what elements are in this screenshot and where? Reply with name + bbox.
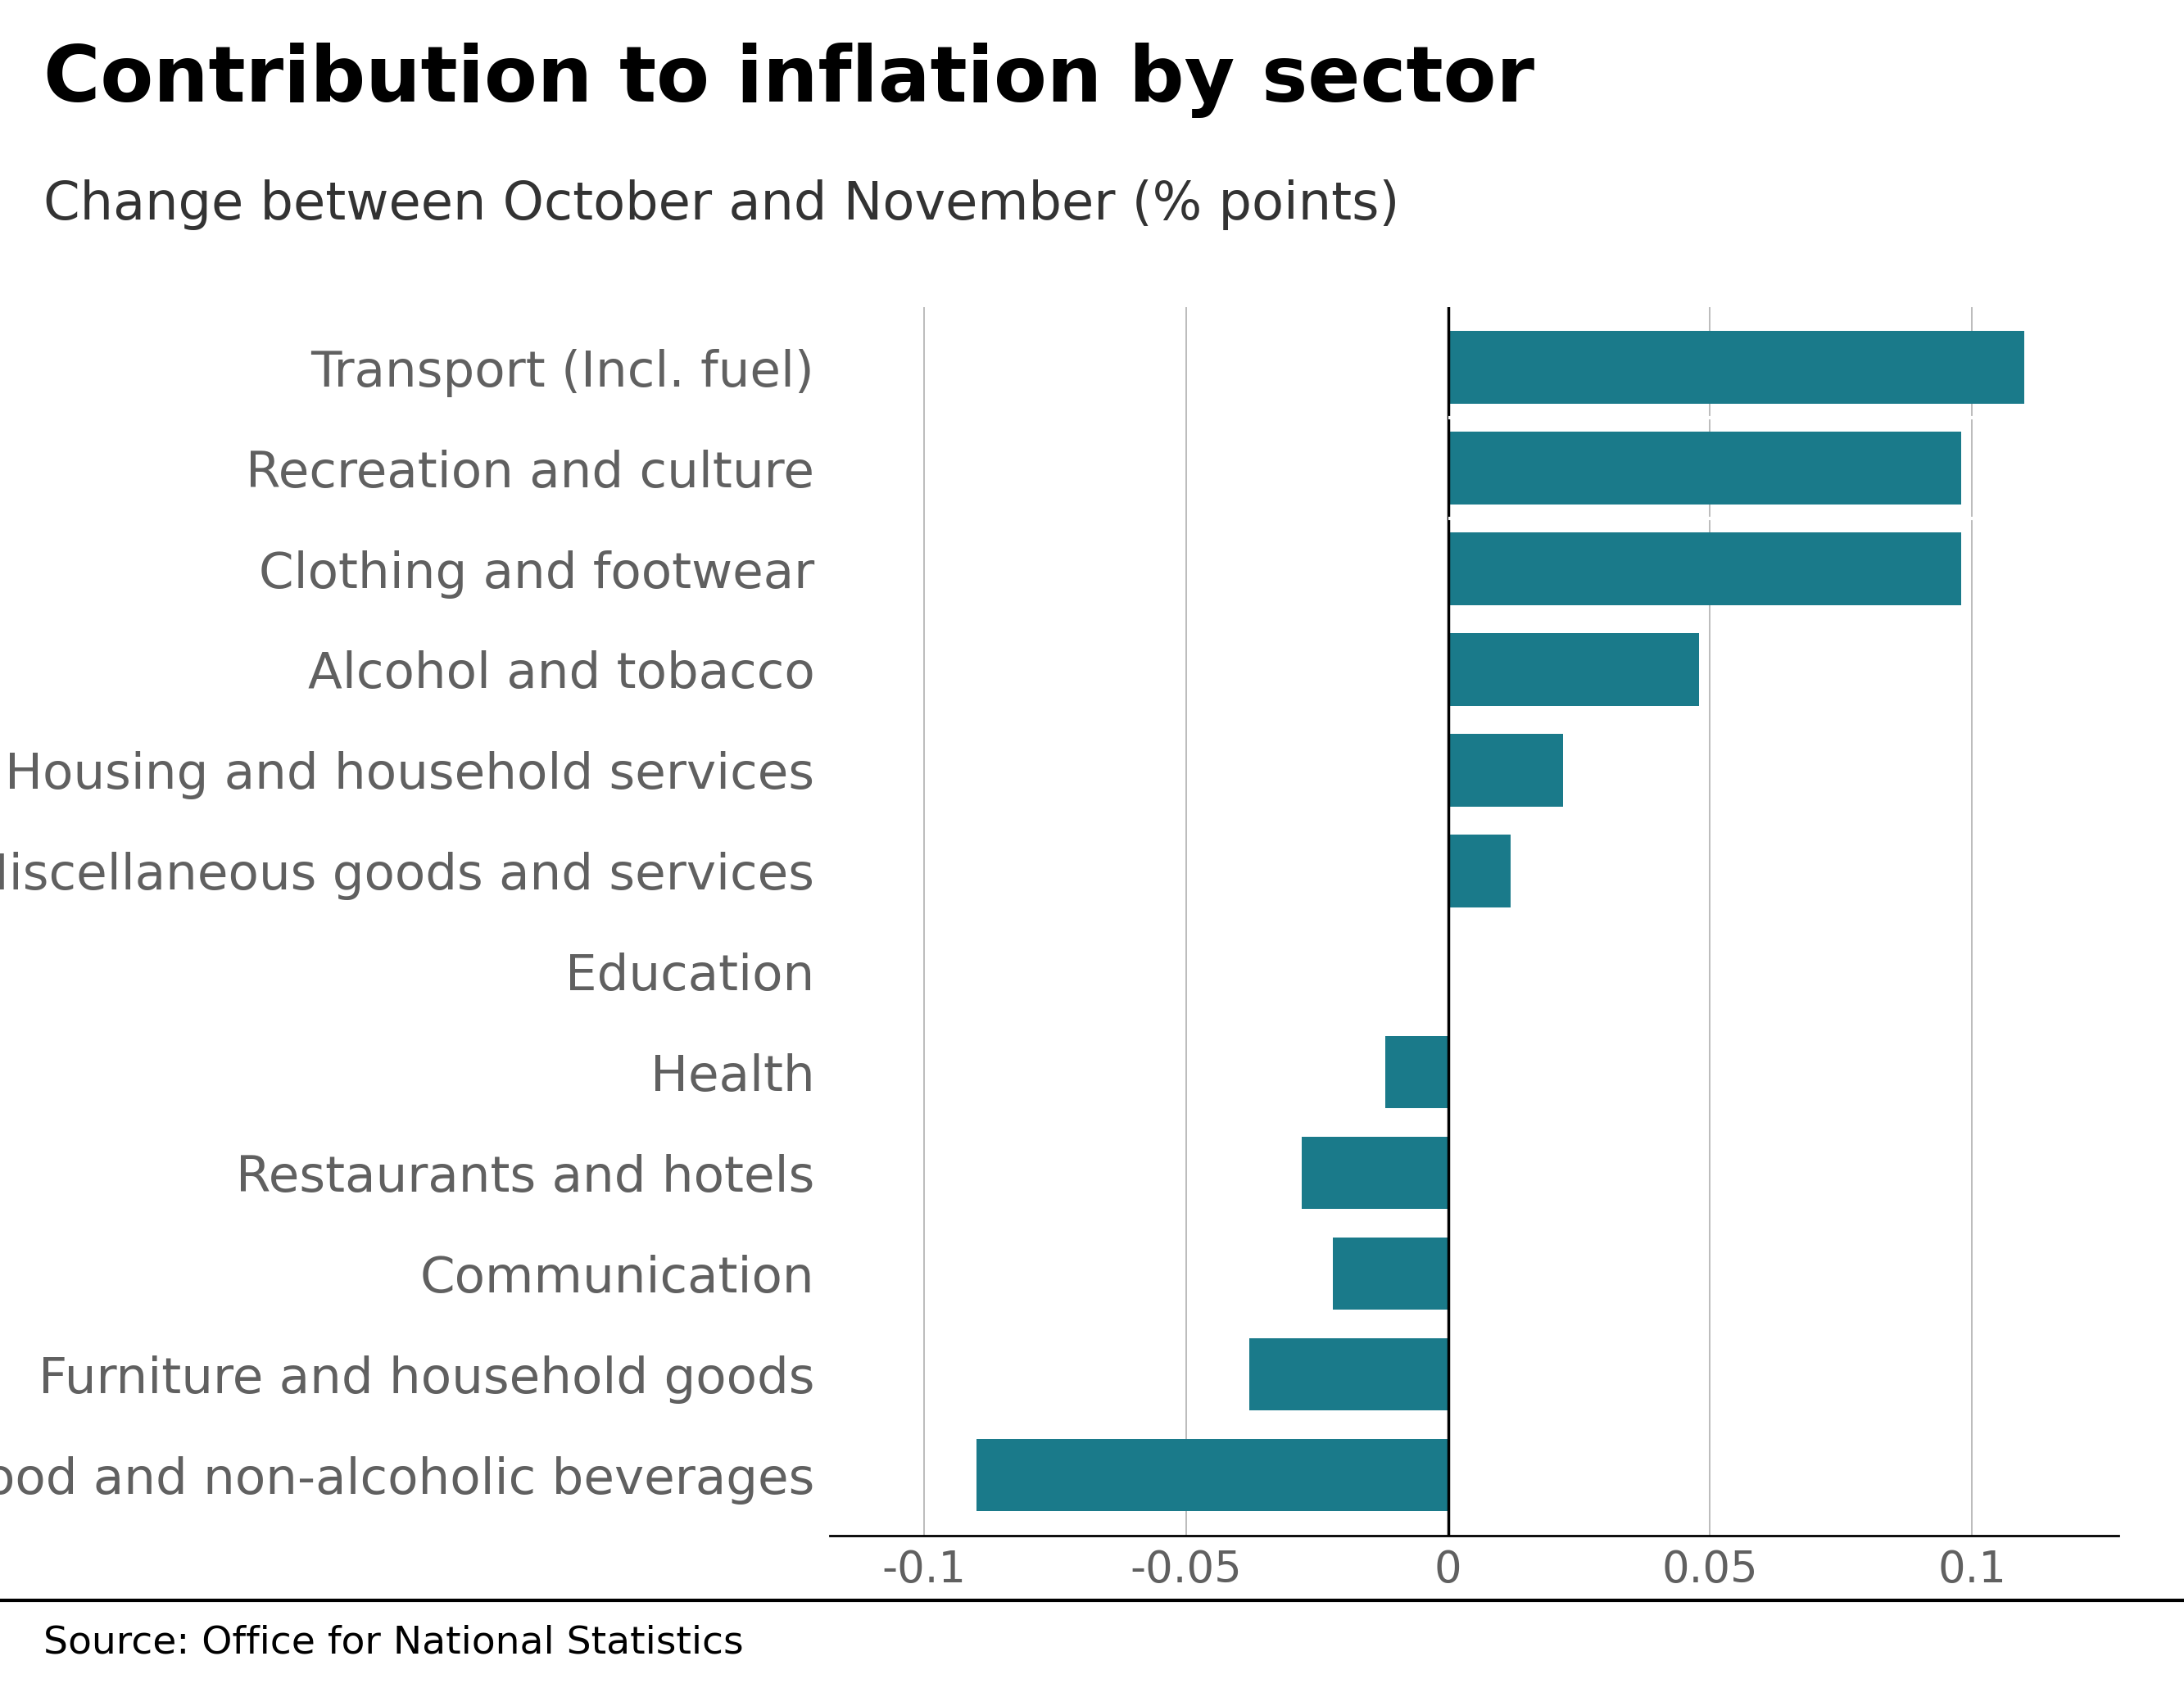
- Bar: [976, 1438, 1448, 1512]
- Text: Contribution to inflation by sector: Contribution to inflation by sector: [44, 43, 1535, 118]
- Text: BBC: BBC: [1952, 1624, 2066, 1672]
- Bar: [1249, 1338, 1448, 1411]
- Text: Change between October and November (% points): Change between October and November (% p…: [44, 179, 1400, 230]
- Bar: [1448, 633, 1699, 706]
- Bar: [1302, 1136, 1448, 1210]
- Bar: [1332, 1237, 1448, 1310]
- Bar: [1448, 331, 2025, 404]
- Bar: [1448, 834, 1511, 908]
- Bar: [1448, 734, 1564, 807]
- Bar: [1385, 1036, 1448, 1109]
- Bar: [1448, 432, 1961, 505]
- Bar: [1448, 532, 1961, 606]
- Text: Source: Office for National Statistics: Source: Office for National Statistics: [44, 1624, 745, 1662]
